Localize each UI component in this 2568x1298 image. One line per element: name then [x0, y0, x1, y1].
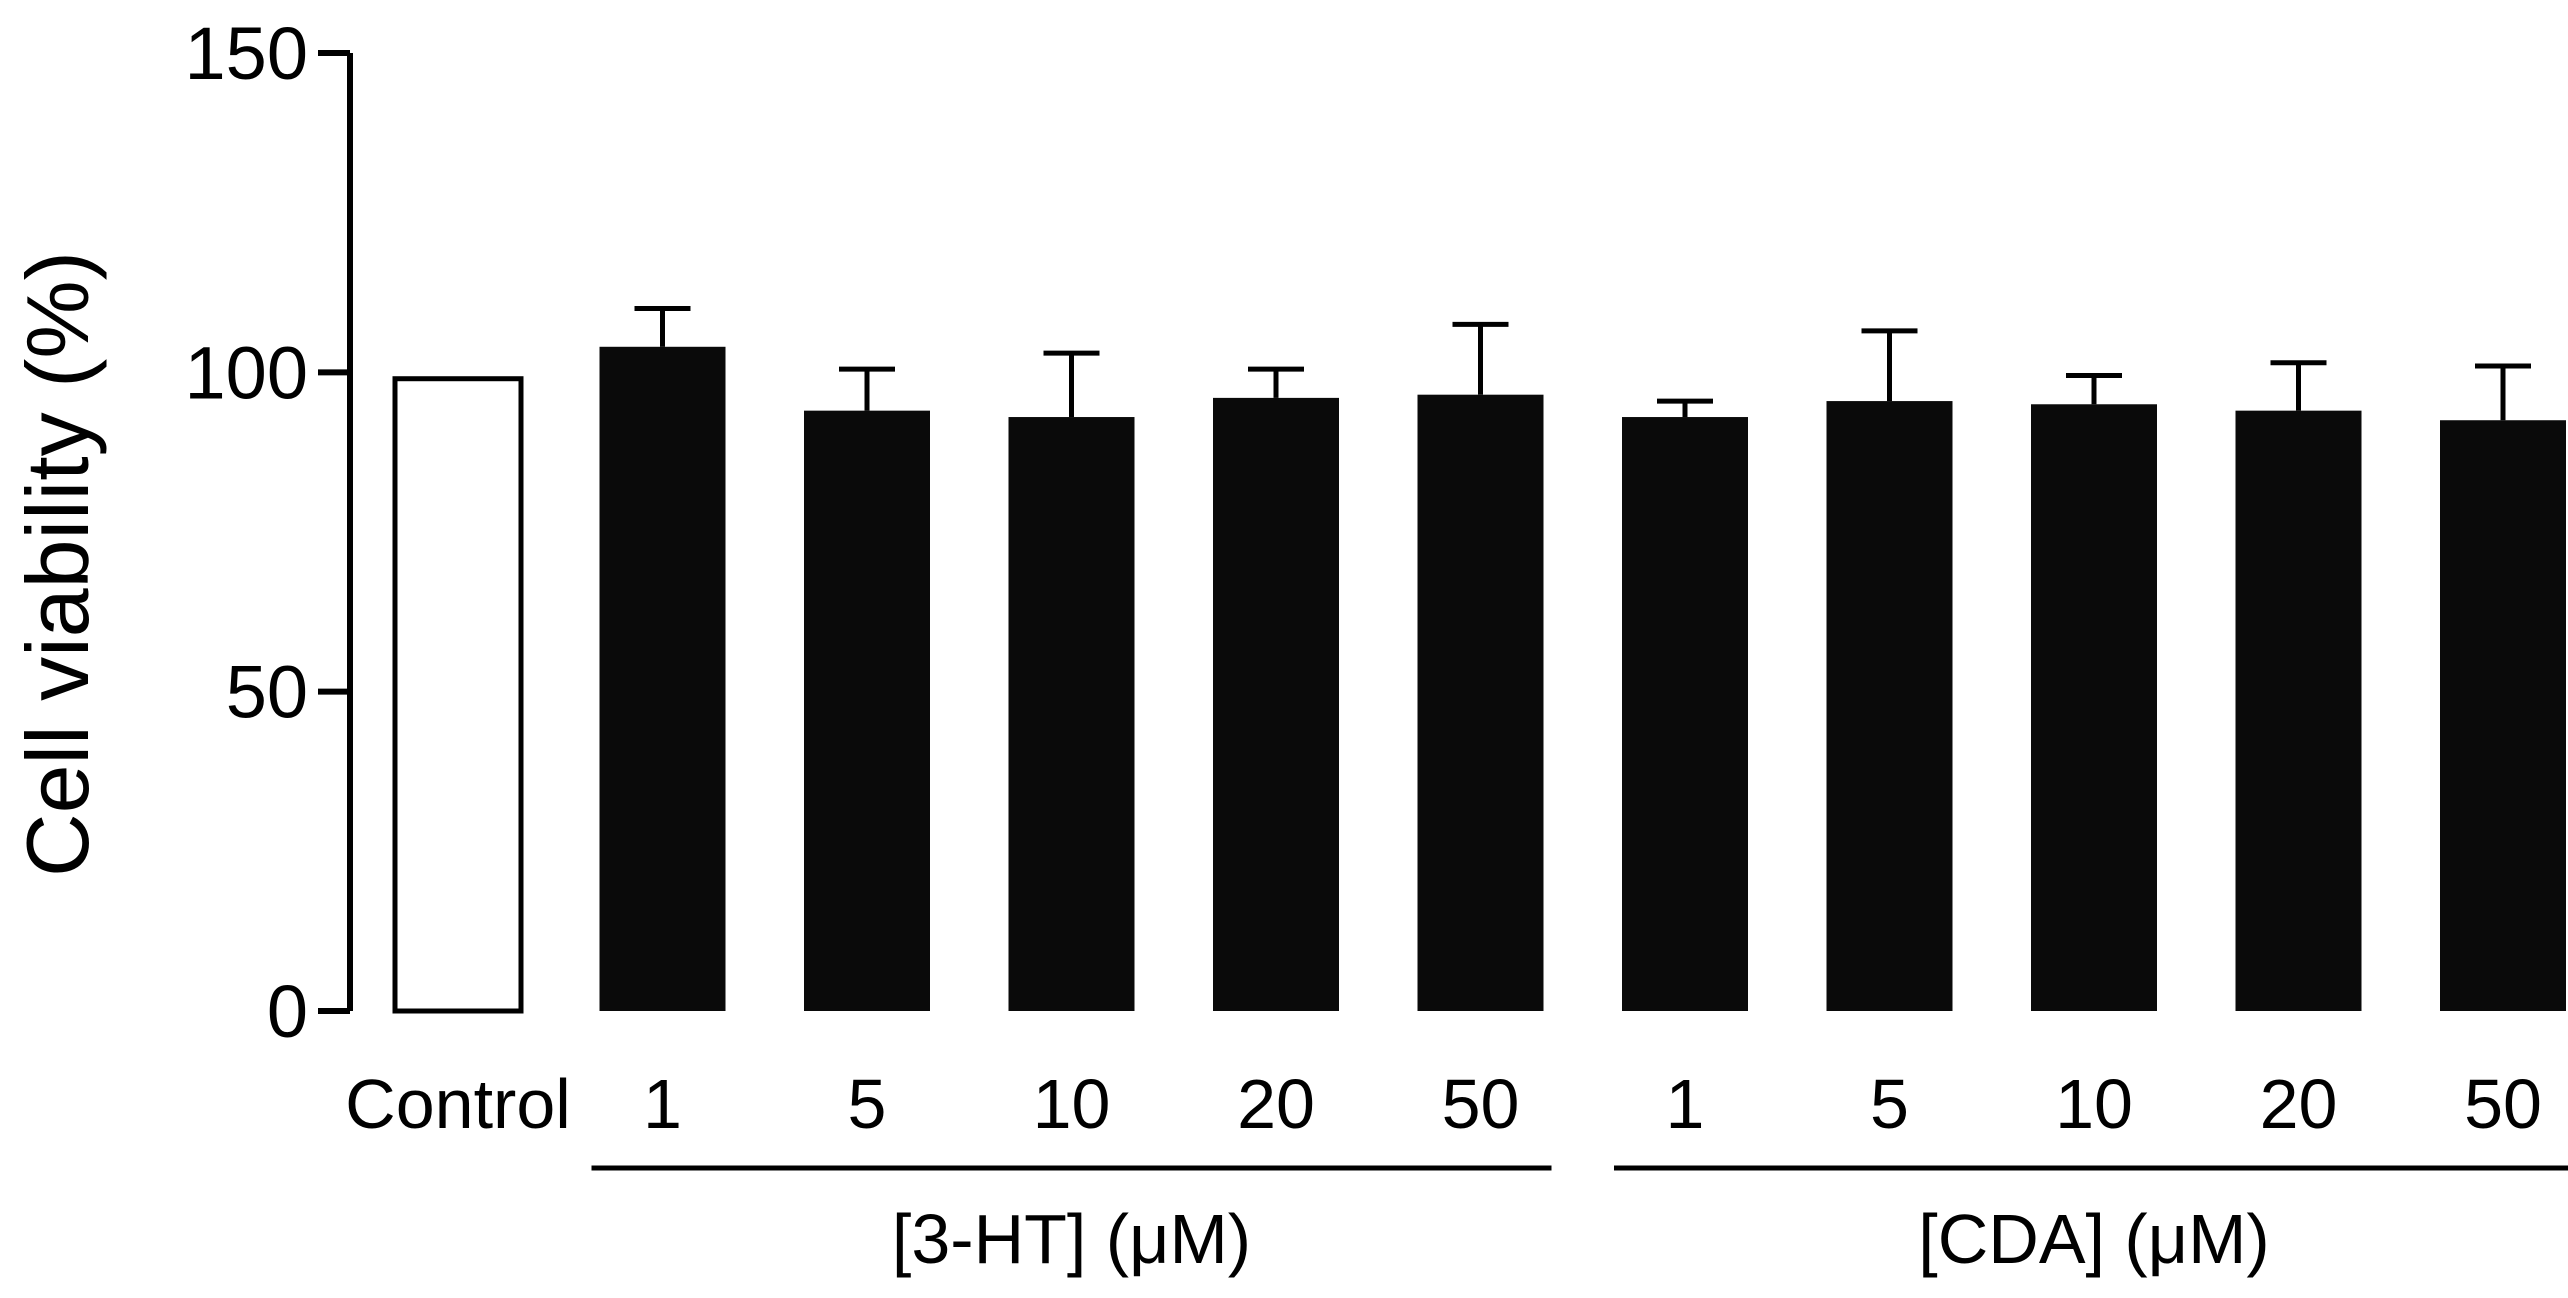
x-axis-labels: Control 1 5 10 20 50 1 5 10 20 50 [345, 1065, 2542, 1143]
y-tick-label-1: 50 [226, 651, 308, 734]
x-tick-label-5: 50 [1442, 1065, 1520, 1143]
x-tick-label-0: Control [345, 1065, 571, 1143]
x-tick-label-3: 10 [1033, 1065, 1111, 1143]
y-tick-label-0: 0 [267, 970, 308, 1053]
bars-layer [392, 346, 2566, 1014]
y-axis: 0 50 100 150 [185, 12, 353, 1053]
x-tick-label-2: 5 [848, 1065, 887, 1143]
bar-2 [804, 410, 930, 1011]
bar-7 [1826, 401, 1953, 1011]
x-tick-label-9: 20 [2260, 1065, 2338, 1143]
bar-10 [2440, 420, 2566, 1011]
bar-3 [1008, 417, 1135, 1011]
x-tick-label-4: 20 [1237, 1065, 1315, 1143]
bar-1 [599, 346, 726, 1012]
y-tick-label-3: 150 [185, 12, 308, 95]
group-label-1: [CDA] (μM) [1918, 1200, 2269, 1278]
bar-8 [2031, 404, 2157, 1011]
bar-4 [1213, 397, 1339, 1011]
y-tick-label-2: 100 [185, 331, 308, 414]
y-axis-title: Cell viability (%) [8, 251, 107, 877]
x-tick-label-1: 1 [643, 1065, 682, 1143]
error-bars-layer [634, 305, 2531, 421]
x-tick-label-10: 50 [2464, 1065, 2542, 1143]
bar-0 [392, 376, 524, 1014]
bar-6 [1622, 417, 1748, 1011]
x-tick-label-8: 10 [2055, 1065, 2133, 1143]
x-tick-label-6: 1 [1666, 1065, 1705, 1143]
bar-9 [2235, 410, 2362, 1011]
group-label-0: [3-HT] (μM) [892, 1200, 1251, 1278]
group-brackets: [3-HT] (μM) [CDA] (μM) [591, 1165, 2568, 1278]
bar-5 [1417, 394, 1544, 1012]
x-tick-label-7: 5 [1870, 1065, 1909, 1143]
